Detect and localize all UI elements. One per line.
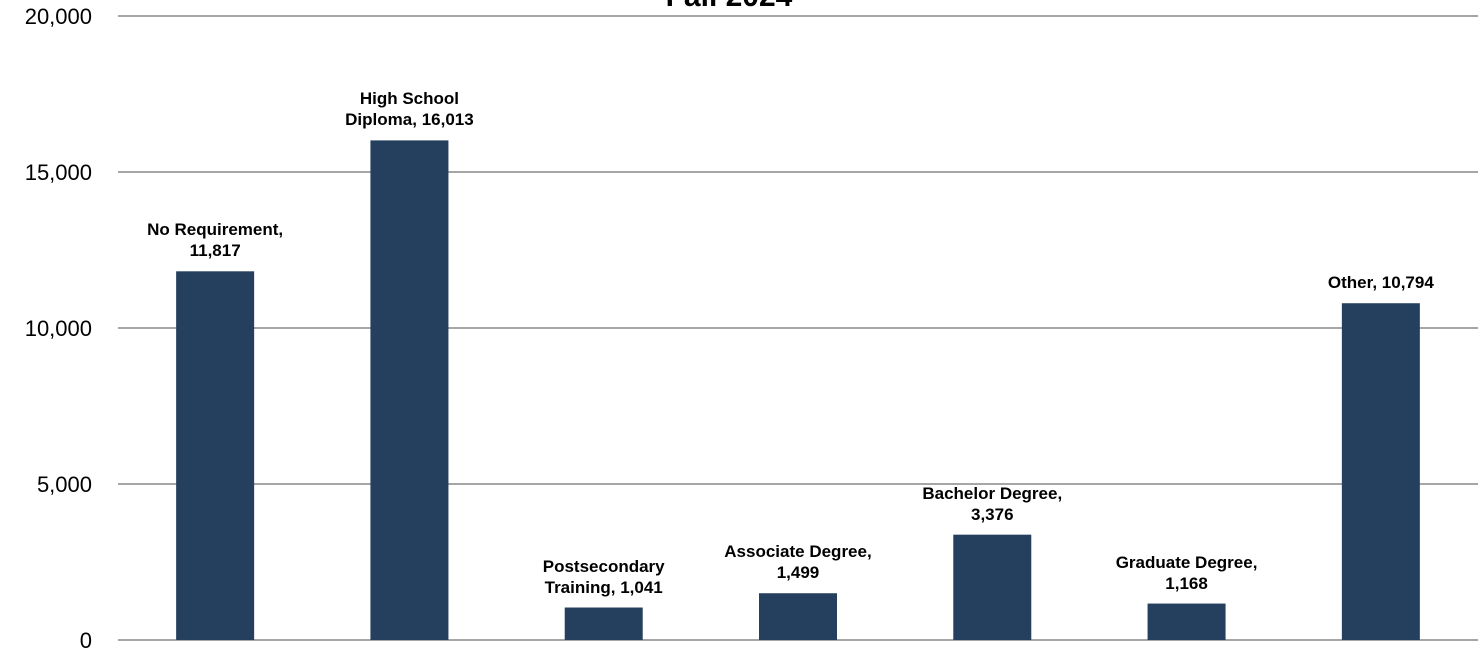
value-label: 10,794 [1381, 273, 1434, 293]
data-label: No Requirement 11,817 [140, 219, 290, 261]
category-name: Graduate Degree [1116, 553, 1258, 572]
category-name: No Requirement [147, 220, 283, 239]
data-label: High School Diploma 16,013 [334, 88, 484, 130]
data-label: Associate Degree 1,499 [723, 541, 873, 583]
y-tick-label: 5,000 [37, 472, 92, 497]
bar [1147, 603, 1226, 640]
data-label: Graduate Degree 1,168 [1112, 552, 1262, 594]
y-tick-label: 15,000 [25, 160, 92, 185]
category-name: Bachelor Degree [922, 484, 1062, 503]
bar [953, 534, 1032, 640]
category-name: Associate Degree [724, 542, 871, 561]
bar [370, 140, 449, 640]
value-label: 11,817 [189, 241, 241, 261]
value-label: 1,499 [776, 563, 820, 583]
y-tick-label: 10,000 [25, 316, 92, 341]
value-label: 1,041 [620, 577, 663, 597]
value-label: 3,376 [971, 504, 1014, 524]
data-label: Other 10,794 [1306, 272, 1456, 293]
y-tick-label: 20,000 [25, 4, 92, 29]
chart-title: Fall 2024 [666, 0, 793, 13]
value-label: 16,013 [421, 110, 474, 130]
category-name: High School Diploma [345, 89, 459, 129]
bar [564, 607, 643, 640]
data-label: Postsecondary Training 1,041 [529, 556, 679, 598]
category-name: Other [1328, 273, 1377, 292]
bar [1341, 303, 1420, 640]
value-label: 1,168 [1165, 573, 1208, 593]
y-tick-label: 0 [80, 628, 92, 649]
data-label: Bachelor Degree 3,376 [917, 483, 1067, 525]
bar [176, 271, 255, 640]
bar [759, 593, 837, 640]
